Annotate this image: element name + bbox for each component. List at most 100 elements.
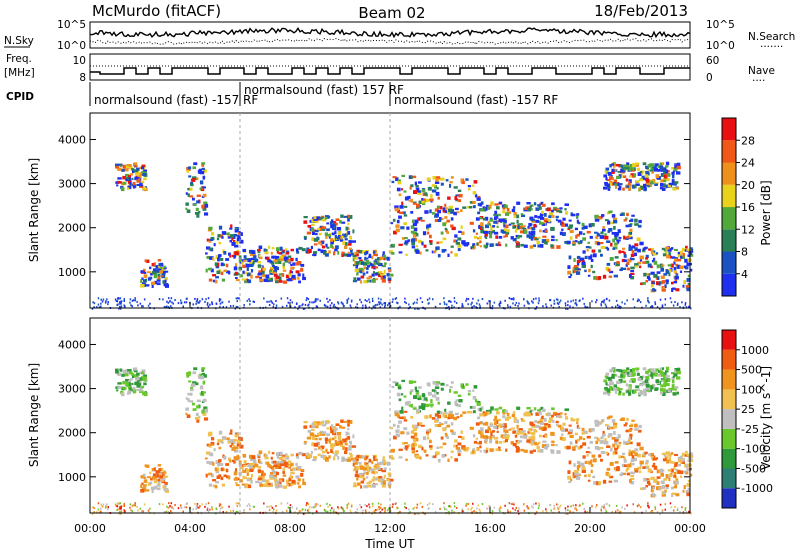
velocity-point-1253 — [630, 451, 633, 455]
power-point-1078 — [489, 231, 492, 236]
velocity-point-241 — [210, 473, 214, 478]
velocity-near-490 — [169, 505, 171, 508]
power-point-459 — [262, 267, 266, 271]
velocity-near-454 — [165, 511, 167, 514]
power-point-729 — [472, 205, 476, 209]
power-point-1316 — [615, 232, 620, 235]
velocity-near-128 — [690, 512, 692, 515]
power-near-279 — [207, 297, 210, 300]
power-near-359 — [615, 299, 618, 302]
velocity-point-1113 — [555, 444, 558, 447]
velocity-point-307 — [234, 456, 239, 460]
power-point-1716 — [635, 163, 638, 167]
velocity-frame — [721, 329, 737, 509]
velocity-point-587 — [343, 458, 347, 462]
power-point-645 — [366, 262, 370, 265]
power-point-192 — [187, 166, 192, 170]
velocity-point-723 — [389, 478, 394, 482]
power-point-1412 — [574, 227, 578, 231]
velocity-point-817 — [455, 412, 459, 416]
velocity-near-410 — [143, 503, 146, 506]
power-point-979 — [503, 235, 506, 238]
velocity-point-1155 — [540, 448, 544, 453]
power-point-111 — [157, 273, 161, 277]
power-point-555 — [333, 222, 338, 226]
velocity-swatch-4 — [722, 409, 736, 429]
power-near-260 — [172, 302, 174, 305]
power-point-599 — [318, 218, 322, 221]
velocity-point-677 — [377, 462, 382, 466]
power-point-475 — [268, 260, 273, 263]
power-near-316 — [559, 299, 562, 302]
velocity-point-759 — [412, 436, 417, 440]
velocity-point-902 — [475, 422, 480, 426]
velocity-near-203 — [340, 506, 343, 509]
velocity-point-1022 — [510, 441, 514, 445]
power-point-1764 — [645, 178, 650, 183]
power-point-415 — [287, 259, 291, 263]
velocity-point-188 — [192, 402, 195, 406]
velocity-point-1238 — [565, 428, 569, 432]
velocity-point-1652 — [603, 379, 607, 383]
power-point-709 — [381, 279, 386, 283]
power-swatch-0 — [722, 273, 736, 297]
velocity-near-375 — [493, 506, 496, 509]
velocity-near-24 — [538, 504, 540, 507]
velocity-point-243 — [215, 470, 220, 474]
power-point-171 — [185, 192, 188, 195]
power-point-765 — [429, 241, 433, 245]
power-point-1292 — [601, 214, 605, 217]
velocity-point-206 — [201, 409, 205, 414]
velocity-swatch-8 — [722, 330, 736, 350]
power-near-436 — [289, 299, 292, 302]
power-point-952 — [416, 203, 421, 208]
power-point-1493 — [648, 273, 651, 276]
velocity-point-1442 — [649, 452, 654, 457]
cpid-segment-1: normalsound (fast) 157 RF — [244, 83, 404, 97]
velocity-point-679 — [363, 485, 368, 489]
power-point-1144 — [562, 233, 565, 236]
power-near-234 — [291, 301, 293, 304]
velocity-near-13 — [309, 506, 311, 509]
velocity-point-245 — [236, 442, 242, 447]
velocity-point-1742 — [629, 380, 632, 383]
power-near-379 — [180, 302, 182, 305]
power-point-423 — [242, 270, 245, 274]
velocity-point-1255 — [605, 471, 609, 476]
power-point-214 — [229, 227, 233, 230]
power-point-103 — [141, 277, 144, 280]
power-point-335 — [266, 277, 271, 282]
velocity-near-212 — [326, 502, 328, 505]
power-point-1366 — [605, 246, 608, 250]
velocity-point-466 — [278, 485, 283, 488]
power-near-380 — [498, 303, 500, 306]
velocity-point-1359 — [574, 445, 578, 448]
power-point-289 — [231, 254, 234, 258]
velocity-point-646 — [367, 470, 371, 473]
velocity-point-844 — [415, 455, 420, 459]
power-near-182 — [275, 304, 278, 307]
power-point-58 — [122, 182, 127, 185]
velocity-point-313 — [285, 453, 288, 458]
velocity-point-1621 — [611, 387, 614, 391]
power-point-1176 — [550, 244, 554, 248]
velocity-point-1464 — [672, 492, 676, 495]
velocity-point-771 — [419, 456, 422, 460]
power-near-108 — [272, 305, 275, 308]
velocity-point-1175 — [523, 435, 528, 439]
velocity-point-478 — [289, 474, 292, 479]
power-near-209 — [384, 302, 387, 305]
power-point-118 — [143, 279, 146, 282]
power-point-865 — [434, 181, 440, 184]
velocity-point-616 — [341, 440, 344, 444]
velocity-point-141 — [158, 468, 162, 472]
velocity-point-1288 — [588, 460, 593, 465]
velocity-near-391 — [365, 511, 367, 514]
power-near-353 — [394, 297, 397, 300]
power-point-379 — [258, 245, 263, 249]
velocity-near-455 — [343, 510, 345, 512]
power-point-1578 — [641, 170, 645, 174]
velocity-point-963 — [456, 416, 460, 419]
velocity-swatch-0 — [722, 488, 736, 508]
velocity-point-1682 — [645, 375, 649, 379]
